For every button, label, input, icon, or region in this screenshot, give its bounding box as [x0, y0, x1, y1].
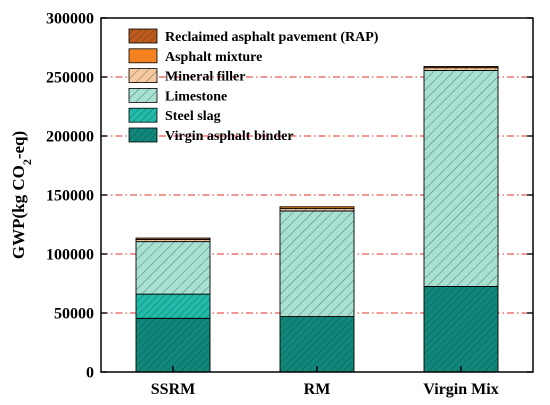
legend: Reclaimed asphalt pavement (RAP) Asphalt …	[128, 28, 379, 144]
legend-swatch-reclaimed-asphalt-pavement-rap	[128, 28, 158, 44]
y-tick-label-100000: 100000	[46, 247, 94, 264]
legend-swatch-mineral-filler	[128, 68, 158, 83]
bar-virgin-mix-virgin-asphalt-binder	[423, 286, 499, 373]
y-axis-label-prefix: GWP(kg CO	[9, 165, 28, 259]
y-axis-label: GWP(kg CO2-eq)	[9, 131, 34, 259]
x-tick-label-rm: RM	[304, 381, 331, 398]
bar-rm-virgin-asphalt-binder	[279, 316, 355, 373]
legend-swatch-limestone	[128, 88, 158, 103]
legend-swatch-steel-slag	[128, 107, 158, 123]
bar-virgin-mix-limestone	[423, 70, 499, 287]
legend-label-reclaimed-asphalt-pavement-rap: Reclaimed asphalt pavement (RAP)	[165, 30, 379, 45]
bar-rm-limestone	[279, 210, 355, 317]
y-tick-label-250000: 250000	[46, 70, 94, 87]
bars	[135, 66, 499, 373]
y-tick-label-150000: 150000	[46, 188, 94, 205]
bar-ssrm-virgin-asphalt-binder	[135, 317, 211, 373]
y-axis: 0 50000 100000 150000 200000 250000 300000	[46, 11, 533, 382]
y-axis-label-suffix: -eq)	[9, 131, 28, 159]
legend-label-mineral-filler: Mineral filler	[165, 70, 245, 85]
legend-label-limestone: Limestone	[165, 89, 227, 104]
bar-ssrm-steel-slag	[135, 293, 211, 319]
bar-ssrm-limestone	[135, 241, 211, 295]
x-tick-label-virgin-mix: Virgin Mix	[423, 381, 498, 398]
y-tick-label-0: 0	[86, 365, 94, 382]
legend-swatch-virgin-asphalt-binder	[128, 127, 158, 143]
y-tick-label-200000: 200000	[46, 129, 94, 146]
y-tick-label-50000: 50000	[54, 306, 94, 323]
bar-rm-asphalt-mixture	[279, 206, 355, 210]
legend-label-steel-slag: Steel slag	[165, 109, 221, 124]
legend-label-virgin-asphalt-binder: Virgin asphalt binder	[165, 129, 294, 144]
legend-swatch-asphalt-mixture	[128, 48, 158, 64]
y-tick-label-300000: 300000	[46, 11, 94, 28]
bar-virgin-mix-asphalt-mixture	[423, 66, 499, 69]
x-axis: SSRM RM Virgin Mix	[151, 366, 499, 398]
x-tick-label-ssrm: SSRM	[151, 381, 195, 398]
y-axis-label-subscript: 2	[20, 159, 34, 165]
legend-label-asphalt-mixture: Asphalt mixture	[165, 50, 262, 65]
bar-ssrm-asphalt-mixture	[135, 237, 211, 240]
